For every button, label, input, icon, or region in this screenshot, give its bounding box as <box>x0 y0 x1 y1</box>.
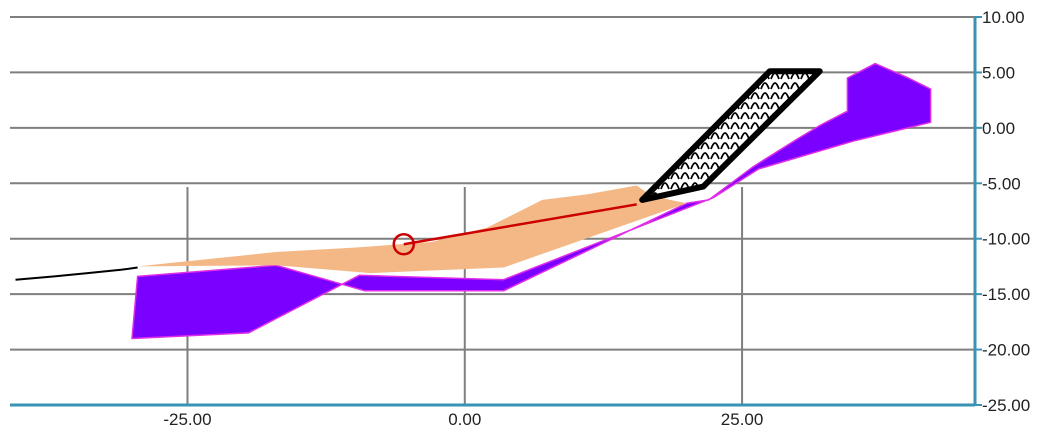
region-retaining-block-2 <box>639 68 823 203</box>
profile-lines <box>15 203 637 281</box>
tick-labels: 10.00 5.00 0.00 -5.00 -10.00 -15.00 -20.00 -25.… <box>163 8 1030 429</box>
region-bedrock-0 <box>131 62 932 340</box>
y-tick-label: -20.00 <box>982 341 1030 360</box>
y-tick-label: -5.00 <box>982 174 1021 193</box>
x-tick-label: -25.00 <box>163 410 211 429</box>
x-tick-label: 25.00 <box>721 410 764 429</box>
x-tick-label: 0.00 <box>448 410 481 429</box>
y-tick-label: 10.00 <box>982 8 1025 27</box>
y-tick-label: -10.00 <box>982 230 1030 249</box>
slip-line <box>403 203 637 246</box>
grid-lines <box>10 16 975 405</box>
slip-center-marker <box>392 233 416 256</box>
y-tick-label: -25.00 <box>982 396 1030 415</box>
region-fill-1 <box>137 185 687 274</box>
material-regions <box>131 62 932 340</box>
ground-surface-line <box>15 266 138 281</box>
axes <box>10 16 982 407</box>
y-tick-label: 5.00 <box>982 63 1015 82</box>
y-tick-label: 0.00 <box>982 119 1015 138</box>
y-tick-label: -15.00 <box>982 285 1030 304</box>
